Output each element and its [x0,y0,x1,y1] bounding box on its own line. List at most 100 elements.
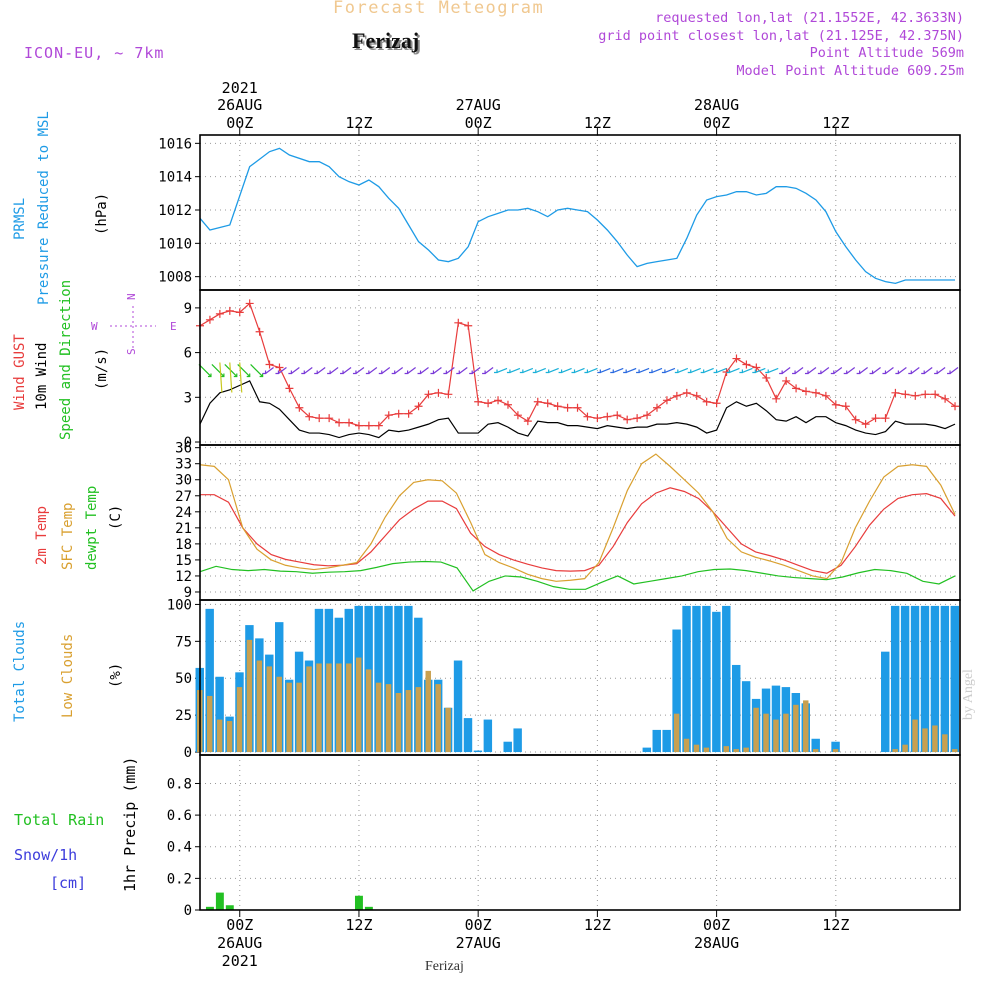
low-cloud-bar [952,749,958,753]
low-cloud-bar [683,738,690,753]
gust-marker [792,384,801,393]
wind-direction-arrow [625,367,637,374]
wind-unit: (m/s) [94,348,110,390]
wind-direction-arrowhead [314,370,318,375]
gust-marker [811,388,820,397]
gust-marker [404,409,413,418]
total-cloud-bar [642,747,652,753]
x-year-label-top: 2021 [222,79,258,97]
compass-e: E [170,320,177,333]
wind-direction-arrow [355,367,365,374]
low-cloud-bar [365,669,372,753]
location-title: Ferizaj [352,28,420,53]
low-cloud-bar [773,719,779,753]
total-cloud-bar [503,741,512,753]
wind-direction-arrow [229,362,233,393]
gust-marker [672,391,681,400]
x-tick-label-bottom: 12Z [822,916,849,934]
wind-direction-arrowhead [262,370,267,375]
wind-direction-arrowhead [288,370,292,375]
rain-bar [354,895,363,910]
footer-location: Ferizaj [425,959,464,974]
wind-direction-arrow [859,367,868,374]
wind-direction-arrow [561,367,572,374]
low-cloud-bar [316,663,322,753]
total-cloud-bar [215,676,224,753]
wind-direction-arrow [949,367,959,374]
gust-marker [494,396,503,405]
gust-marker [335,418,344,427]
wind-direction-arrowhead [456,370,460,375]
wind-direction-arrow [303,367,313,374]
gust-marker [881,414,890,423]
total-cloud-bar [930,605,940,753]
wind-direction-arrow [638,367,650,374]
wind-direction-arrow [716,367,727,374]
x-tick-label-bottom: 12Z [345,916,372,934]
gust-marker [305,412,314,421]
x-tick-label-top: 00Z [226,114,253,132]
gust-marker [533,397,542,406]
y-tick-label: 0.6 [167,808,192,824]
temp-sfc-label: SFC Temp [60,503,76,570]
x-tick-label-bottom: 00Z [226,916,253,934]
total-cloud-bar [692,605,701,753]
pressure-line [199,147,956,285]
panel-frame [199,444,961,601]
total-cloud-bar [414,617,423,753]
wind-direction-arrow [368,367,378,374]
wind-direction-arrowhead [404,370,409,375]
wind-direction-arrow [768,367,779,374]
model-label: ICON-EU, ~ 7km [24,44,165,62]
x-date-label-top: 27AUG [456,96,501,114]
gust-marker [414,402,423,411]
x-tick-label-bottom: 00Z [703,916,730,934]
wind-direction-arrow [587,367,598,374]
gust-marker [851,415,860,424]
dewpt-line [199,560,956,592]
low-cloud-bar [286,682,292,753]
total-cloud-bar [712,611,721,753]
rain-bar [205,906,214,910]
gust-marker [633,414,642,423]
grid-point-coords: grid point closest lon,lat (21.125E, 42.… [598,28,964,44]
wind-direction-arrowhead [921,370,925,375]
gust-marker [513,411,522,420]
wind-direction-arrow [677,367,689,374]
total-cloud-bar [662,729,671,753]
precip-unit: 1hr Precip (mm) [121,757,139,892]
low-cloud-bar [216,719,223,753]
wind-direction-arrowhead [391,370,396,375]
wind-direction-arrow [484,367,494,374]
gust-marker [951,402,960,411]
wind-direction-arrowhead [934,370,938,375]
gust-marker [543,399,552,408]
y-tick-label: 0.8 [167,776,192,792]
y-tick-label: 9 [184,301,192,317]
wind-direction-arrowhead [378,370,383,375]
total-cloud-bar [940,605,950,753]
low-cloud-bar [206,695,213,753]
low-cloud-bar [395,693,402,753]
total-clouds-label: Total Clouds [12,621,28,722]
y-tick-label: 1012 [158,203,192,219]
gust-marker [275,363,284,372]
gust-marker [911,391,920,400]
gust-marker [831,400,840,409]
gust-marker [255,327,264,336]
total-cloud-bar [483,719,493,753]
credit-label: by Angel [961,669,976,720]
snow-label: Snow/1h [14,846,77,864]
y-tick-label: 3 [184,390,192,406]
wind-direction-arrowhead [545,369,550,374]
wind-direction-arrowhead [636,369,640,374]
gust-label: Wind GUST [12,334,28,410]
x-tick-label-bottom: 00Z [465,916,492,934]
wind-direction-arrowhead [571,369,576,374]
wind-direction-arrowhead [220,373,225,378]
wind-direction-arrowhead [843,370,848,375]
x-tick-label-top: 12Z [822,114,849,132]
total-cloud-bar [205,608,214,753]
wind-direction-arrowhead [765,369,769,374]
wind-direction-arrowhead [792,370,796,375]
